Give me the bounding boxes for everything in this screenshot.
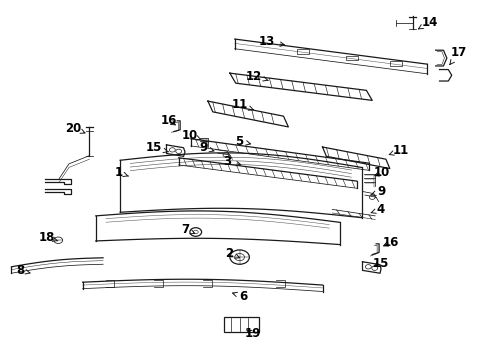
Text: 15: 15 <box>372 257 388 270</box>
Text: 12: 12 <box>245 69 267 82</box>
Text: 8: 8 <box>16 264 30 277</box>
Text: 3: 3 <box>223 155 240 168</box>
Text: 11: 11 <box>388 144 408 157</box>
Text: 16: 16 <box>161 114 177 127</box>
Text: 16: 16 <box>382 236 398 249</box>
Text: 13: 13 <box>258 35 284 49</box>
Text: 11: 11 <box>231 98 253 111</box>
Text: 6: 6 <box>232 290 247 303</box>
Text: 20: 20 <box>64 122 85 135</box>
Text: 19: 19 <box>244 327 261 340</box>
Bar <box>345 56 357 60</box>
Text: 10: 10 <box>182 129 201 142</box>
Text: 15: 15 <box>146 141 168 154</box>
Bar <box>389 62 401 66</box>
Text: 18: 18 <box>39 231 58 244</box>
Text: 5: 5 <box>235 135 250 148</box>
Text: 7: 7 <box>181 223 194 236</box>
Text: 4: 4 <box>370 203 385 216</box>
Text: 9: 9 <box>199 141 214 154</box>
Text: 2: 2 <box>224 247 239 260</box>
Text: 1: 1 <box>114 166 128 179</box>
Text: 9: 9 <box>370 185 385 198</box>
Bar <box>297 49 308 54</box>
Text: 17: 17 <box>449 46 466 64</box>
Text: 14: 14 <box>418 16 437 29</box>
Text: 10: 10 <box>373 166 389 179</box>
